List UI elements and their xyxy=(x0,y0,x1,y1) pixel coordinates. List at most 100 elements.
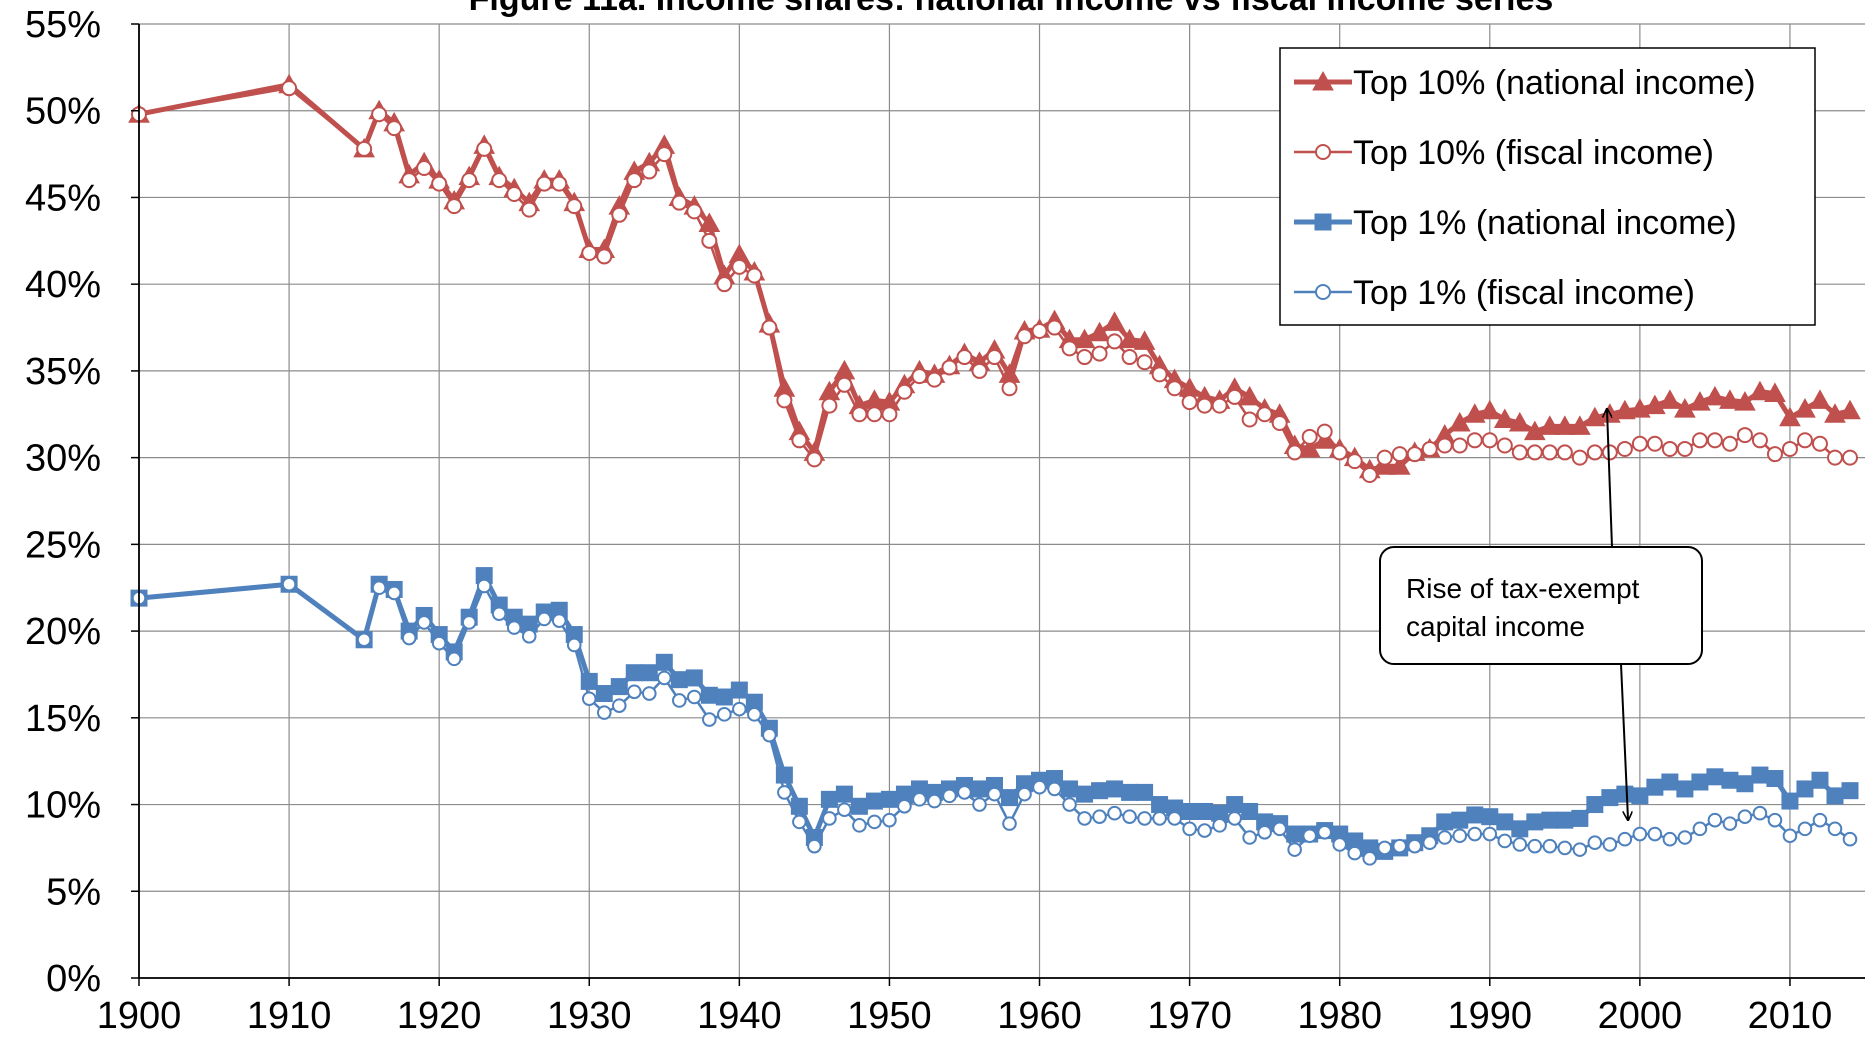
marker xyxy=(1781,792,1799,810)
marker xyxy=(1463,403,1486,423)
marker xyxy=(1376,449,1393,466)
marker xyxy=(641,686,657,701)
marker xyxy=(1272,821,1287,837)
marker xyxy=(1136,783,1154,801)
marker xyxy=(1211,397,1228,414)
marker xyxy=(1391,446,1408,463)
marker xyxy=(1631,787,1649,805)
marker xyxy=(836,376,853,393)
marker xyxy=(1646,778,1664,796)
marker xyxy=(850,797,868,815)
marker xyxy=(1508,411,1531,432)
marker xyxy=(446,198,463,215)
marker xyxy=(987,786,1002,802)
marker xyxy=(762,727,777,743)
marker xyxy=(1572,842,1588,857)
marker xyxy=(1659,389,1681,409)
marker xyxy=(1388,455,1411,475)
marker xyxy=(956,349,973,366)
marker xyxy=(1121,349,1138,366)
y-tick-label: 5% xyxy=(46,871,101,913)
marker xyxy=(1031,323,1048,340)
marker xyxy=(536,611,552,627)
marker xyxy=(1736,427,1753,444)
marker xyxy=(1315,284,1331,300)
marker xyxy=(867,814,882,830)
marker xyxy=(1301,428,1318,445)
marker xyxy=(1691,432,1708,449)
marker xyxy=(1496,437,1513,454)
marker xyxy=(865,792,883,810)
marker xyxy=(416,615,432,630)
marker xyxy=(1601,444,1618,461)
marker xyxy=(461,172,478,189)
marker xyxy=(1553,415,1576,435)
marker xyxy=(1766,770,1784,788)
marker xyxy=(1523,420,1546,441)
marker xyxy=(476,140,493,157)
marker xyxy=(1617,831,1633,847)
marker xyxy=(1782,828,1798,844)
marker xyxy=(927,793,942,809)
marker xyxy=(1497,833,1513,849)
marker xyxy=(626,684,642,700)
series-layer xyxy=(128,73,1861,866)
marker xyxy=(551,613,567,628)
marker xyxy=(1392,838,1408,854)
marker xyxy=(1706,432,1723,449)
marker xyxy=(431,175,448,192)
marker xyxy=(776,392,793,409)
marker xyxy=(656,146,673,163)
marker xyxy=(641,163,658,180)
marker xyxy=(1767,812,1783,828)
marker xyxy=(851,406,868,423)
marker xyxy=(1706,768,1724,786)
marker xyxy=(732,701,747,717)
marker xyxy=(1676,440,1693,457)
annotation-arrow xyxy=(1620,663,1628,819)
marker xyxy=(1827,821,1843,837)
marker xyxy=(792,814,807,830)
marker xyxy=(1677,830,1693,845)
x-tick-label: 1980 xyxy=(1297,995,1382,1037)
marker xyxy=(1629,398,1651,418)
marker xyxy=(1421,440,1438,457)
marker xyxy=(1811,771,1829,789)
marker xyxy=(941,359,958,376)
y-tick-label: 20% xyxy=(25,611,101,653)
marker xyxy=(446,651,462,667)
marker xyxy=(581,244,598,261)
marker xyxy=(835,785,853,803)
marker xyxy=(1841,782,1859,800)
marker xyxy=(281,80,298,97)
marker xyxy=(971,362,988,379)
marker xyxy=(1061,780,1079,798)
marker xyxy=(1797,821,1813,837)
marker xyxy=(416,159,433,176)
marker xyxy=(1121,783,1139,801)
marker xyxy=(371,580,387,596)
marker xyxy=(1407,838,1423,854)
marker xyxy=(1796,780,1814,798)
marker xyxy=(1242,830,1257,845)
marker xyxy=(611,698,627,713)
marker xyxy=(1451,811,1469,829)
marker xyxy=(1691,773,1709,791)
marker xyxy=(1614,399,1636,420)
marker xyxy=(1106,780,1124,798)
marker xyxy=(837,802,852,818)
marker xyxy=(1181,802,1199,820)
series-group xyxy=(131,576,1858,866)
marker xyxy=(1271,414,1288,431)
marker xyxy=(1032,779,1047,795)
marker xyxy=(821,397,838,414)
x-tick-label: 1940 xyxy=(697,995,782,1037)
annotation-text: Rise of tax-exempt xyxy=(1406,573,1640,604)
marker xyxy=(1226,388,1243,405)
marker xyxy=(1061,340,1078,357)
marker xyxy=(536,175,553,192)
marker xyxy=(1287,842,1302,857)
legend-label: Top 10% (national income) xyxy=(1353,64,1756,102)
marker xyxy=(1302,828,1317,844)
